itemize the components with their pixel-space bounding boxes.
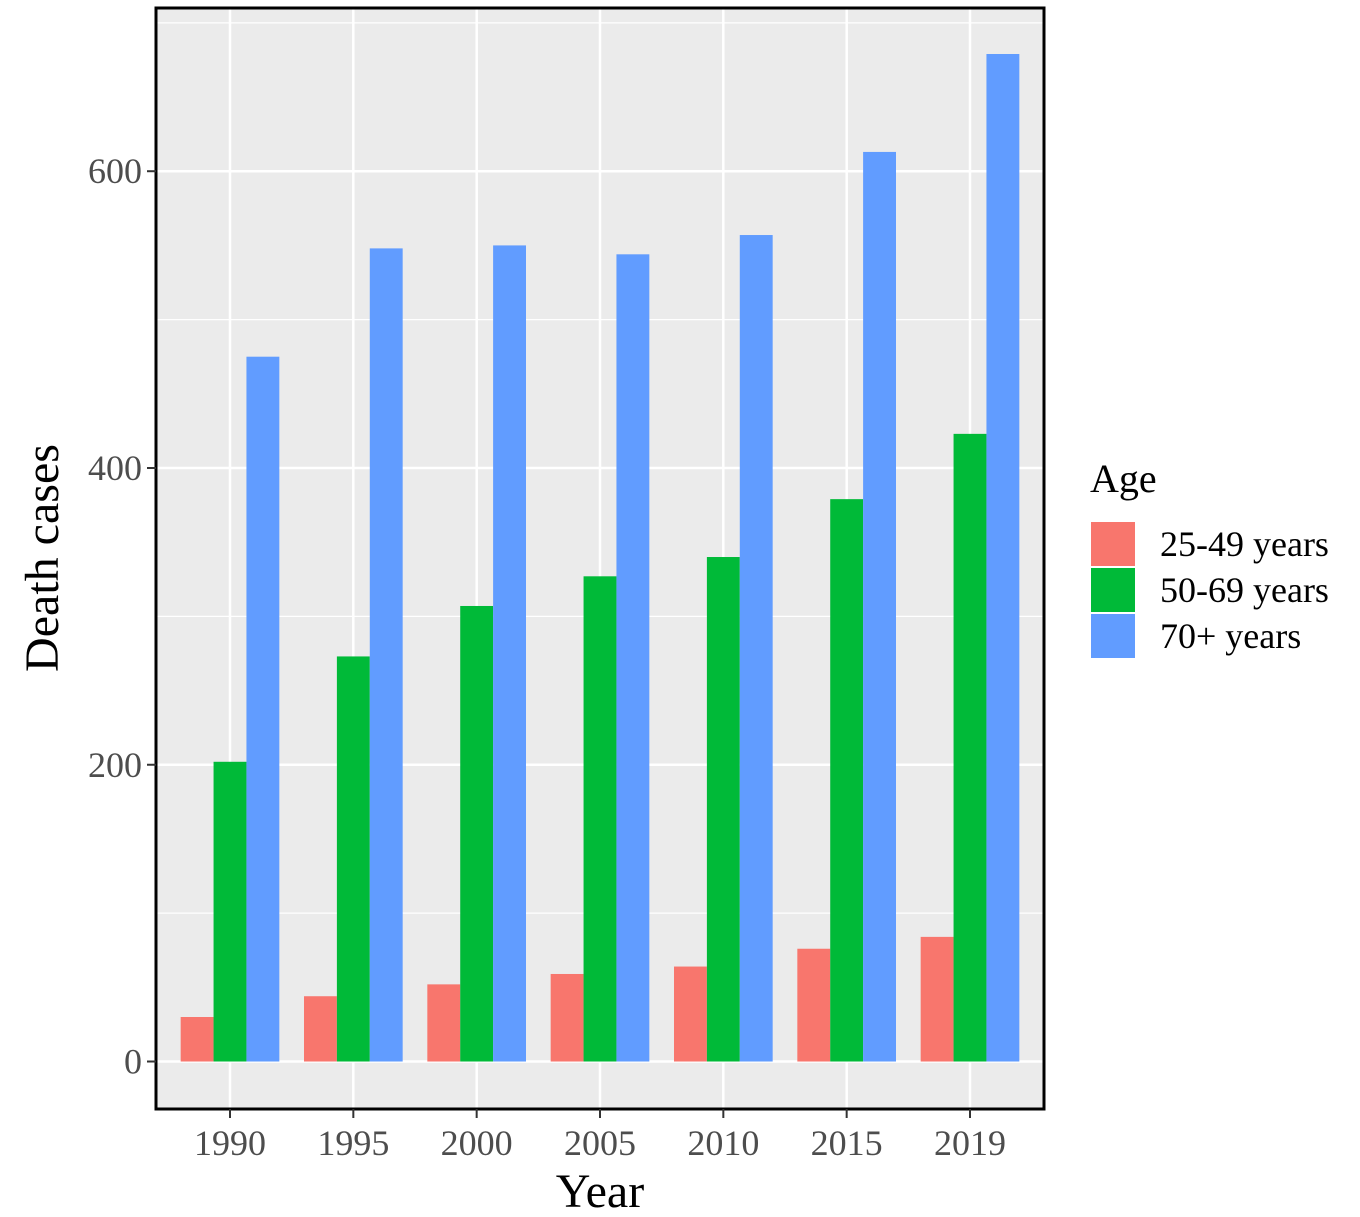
bar	[213, 761, 247, 1062]
legend-label: 50-69 years	[1160, 570, 1329, 610]
y-axis-title: Death cases	[16, 444, 69, 672]
bar	[493, 245, 526, 1062]
legend-label: 70+ years	[1160, 616, 1301, 656]
bar	[706, 557, 740, 1062]
bar	[550, 973, 584, 1062]
bar	[246, 356, 280, 1062]
bar	[739, 235, 773, 1062]
legend: Age 25-49 years 50-69 years 70+ years	[1090, 456, 1329, 658]
x-axis: 1990 1995 2000 2005 2010 2015 2019	[194, 1109, 1006, 1163]
legend-key	[1091, 568, 1135, 612]
bar	[797, 948, 831, 1062]
bar	[304, 996, 337, 1062]
y-tick-label: 200	[88, 745, 142, 785]
bar	[427, 984, 461, 1062]
y-tick-label: 0	[124, 1042, 142, 1082]
legend-key	[1091, 614, 1135, 658]
x-axis-title: Year	[556, 1165, 644, 1217]
bar	[583, 576, 617, 1062]
y-axis: 0 200 400 600	[88, 151, 156, 1082]
bar	[953, 433, 987, 1062]
x-tick-label: 2019	[934, 1123, 1006, 1163]
bar	[616, 254, 650, 1062]
bar	[674, 966, 707, 1062]
bar	[180, 1017, 214, 1062]
x-tick-label: 1990	[194, 1123, 266, 1163]
x-tick-label: 2000	[441, 1123, 513, 1163]
bar	[336, 656, 370, 1062]
bars	[180, 53, 1020, 1062]
legend-key	[1091, 522, 1135, 566]
bar	[920, 936, 954, 1062]
x-tick-label: 2010	[687, 1123, 759, 1163]
y-tick-label: 400	[88, 448, 142, 488]
y-tick-label: 600	[88, 151, 142, 191]
x-tick-label: 2015	[811, 1123, 883, 1163]
bar	[986, 53, 1020, 1062]
bar	[863, 151, 896, 1062]
x-tick-label: 2005	[564, 1123, 636, 1163]
legend-title: Age	[1090, 456, 1157, 501]
bar	[369, 248, 403, 1062]
legend-label: 25-49 years	[1160, 524, 1329, 564]
x-tick-label: 1995	[317, 1123, 389, 1163]
bar	[460, 605, 494, 1062]
bar	[830, 499, 864, 1062]
